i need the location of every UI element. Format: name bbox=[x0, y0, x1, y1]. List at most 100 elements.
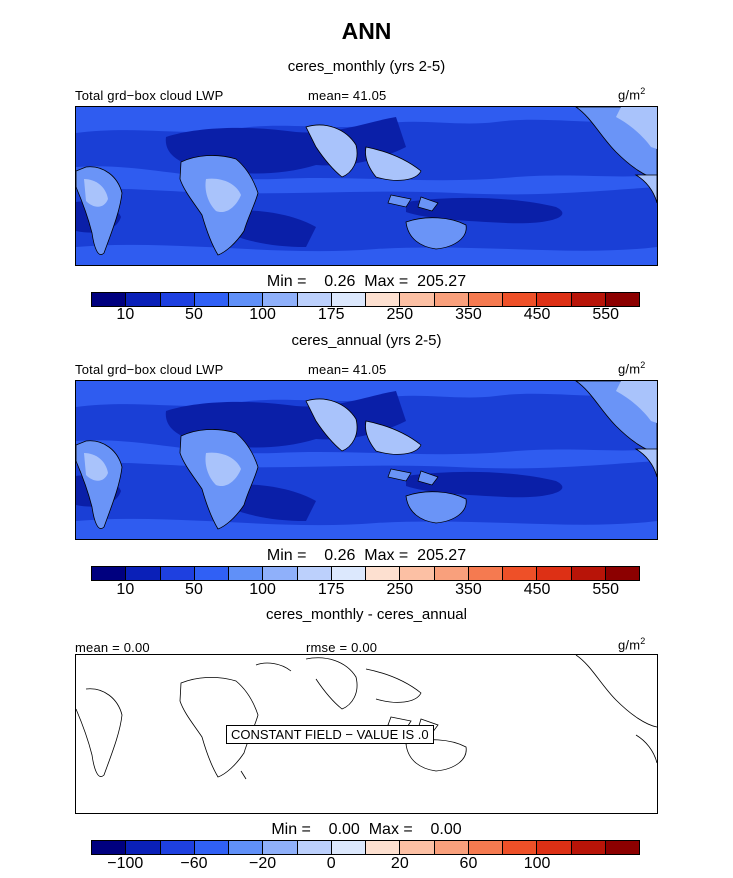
panel2-colorbar-tick-label: 350 bbox=[455, 581, 482, 598]
panel1-colorbar-tick-label: 550 bbox=[592, 306, 620, 323]
panel2-mean-label: mean= 41.05 bbox=[308, 362, 387, 377]
panel3-colorbar-segment bbox=[571, 841, 606, 854]
panel3-colorbar-segment bbox=[229, 841, 264, 854]
panel3-colorbar-segment bbox=[503, 841, 538, 854]
panel1-colorbar-segment bbox=[503, 293, 538, 306]
panel2-colorbar-segment bbox=[400, 567, 435, 580]
panel2-minmax: Min = 0.26 Max = 205.27 bbox=[266, 547, 467, 564]
panel3-colorbar-tick-label: 100 bbox=[523, 855, 551, 872]
panel1-colorbar-segment bbox=[331, 293, 366, 306]
panel1-colorbar-tick-label: 450 bbox=[523, 306, 551, 323]
panel1-units: g/m2 bbox=[618, 86, 646, 103]
panel3-minmax: Min = 0.00 Max = 0.00 bbox=[271, 821, 462, 838]
panel2-colorbar-tick-label: 10 bbox=[116, 581, 135, 598]
panel3-colorbar-segment bbox=[434, 841, 469, 854]
panel1-colorbar-segment bbox=[434, 293, 469, 306]
panel3-colorbar-segment bbox=[160, 841, 195, 854]
panel1-colorbar-segment bbox=[126, 293, 161, 306]
panel1-minmax: Min = 0.26 Max = 205.27 bbox=[266, 273, 467, 290]
panel2-colorbar-tick-label: 100 bbox=[249, 581, 276, 598]
constant-field-note: CONSTANT FIELD − VALUE IS .0 bbox=[226, 725, 434, 744]
panel2-colorbar-segment bbox=[229, 567, 264, 580]
panel2-colorbar-tick-label: 550 bbox=[592, 581, 620, 598]
panel1-colorbar-tick-label: 175 bbox=[317, 306, 345, 323]
panel3-colorbar-segment bbox=[468, 841, 503, 854]
panel1-colorbar-segment bbox=[194, 293, 229, 306]
panel3-colorbar-tick-label: 60 bbox=[459, 855, 478, 872]
panel1-map-graphic bbox=[76, 107, 657, 265]
panel2-map-graphic bbox=[76, 381, 657, 539]
plot-title: ANN bbox=[341, 18, 392, 44]
panel3-colorbar bbox=[91, 840, 640, 855]
panel1-colorbar-segment bbox=[571, 293, 606, 306]
panel1-colorbar-tick-label: 100 bbox=[249, 306, 276, 323]
panel2-colorbar-segment bbox=[537, 567, 572, 580]
panel2-field-label: Total grd−box cloud LWP bbox=[75, 362, 224, 377]
panel2-colorbar-ticks: 10 50 100 175 250 350 450 550 bbox=[91, 581, 640, 599]
panel2-colorbar-tick-label: 175 bbox=[317, 581, 345, 598]
panel2-colorbar-segment bbox=[92, 567, 127, 580]
panel2-colorbar-segment bbox=[366, 567, 401, 580]
panel2-subtitle: ceres_annual (yrs 2-5) bbox=[291, 332, 442, 349]
panel1-colorbar-ticks: 10 50 100 175 250 350 450 550 bbox=[91, 306, 640, 324]
panel1-colorbar-tick-label: 10 bbox=[116, 306, 135, 323]
panel2-colorbar-tick-label: 250 bbox=[386, 581, 414, 598]
panel1-colorbar-tick-label: 50 bbox=[185, 306, 203, 323]
panel1-field-label: Total grd−box cloud LWP bbox=[75, 88, 224, 103]
panel3-colorbar-segment bbox=[331, 841, 366, 854]
panel1-colorbar-segment bbox=[229, 293, 264, 306]
panel2-colorbar-segment bbox=[468, 567, 503, 580]
panel1-colorbar-segment bbox=[297, 293, 332, 306]
panel1-subtitle: ceres_monthly (yrs 2-5) bbox=[287, 58, 446, 75]
panel3-rmse-label: rmse = 0.00 bbox=[306, 640, 378, 655]
panel2-colorbar-segment bbox=[126, 567, 161, 580]
panel2-colorbar-segment bbox=[331, 567, 366, 580]
panel1-colorbar-segment bbox=[263, 293, 298, 306]
panel3-colorbar-segment bbox=[263, 841, 298, 854]
panel1-colorbar-segment bbox=[160, 293, 195, 306]
panel3-map: CONSTANT FIELD − VALUE IS .0 bbox=[75, 654, 658, 814]
panel3-colorbar-tick-label: 0 bbox=[326, 855, 336, 872]
panel3-colorbar-segment bbox=[605, 841, 639, 854]
panel2-colorbar-segment bbox=[503, 567, 538, 580]
panel3-units: g/m2 bbox=[618, 636, 646, 653]
panel2-colorbar-segment bbox=[297, 567, 332, 580]
panel3-map-graphic bbox=[76, 655, 657, 813]
panel3-subtitle: ceres_monthly - ceres_annual bbox=[266, 606, 467, 623]
panel1-colorbar-tick-label: 350 bbox=[455, 306, 482, 323]
panel1-mean-label: mean= 41.05 bbox=[308, 88, 387, 103]
panel2-colorbar-segment bbox=[605, 567, 639, 580]
panel2-units: g/m2 bbox=[618, 360, 646, 377]
panel1-colorbar-segment bbox=[537, 293, 572, 306]
panel2-colorbar-tick-label: 450 bbox=[523, 581, 551, 598]
panel1-colorbar-segment bbox=[366, 293, 401, 306]
panel1-colorbar-segment bbox=[468, 293, 503, 306]
panel3-colorbar-ticks: −100 −60 −20 0 20 60 100 bbox=[91, 855, 640, 873]
panel1-map bbox=[75, 106, 658, 266]
panel3-colorbar-tick-label: 20 bbox=[390, 855, 409, 872]
panel3-colorbar-segment bbox=[92, 841, 127, 854]
panel2-colorbar-segment bbox=[160, 567, 195, 580]
panel2-colorbar bbox=[91, 566, 640, 581]
panel2-colorbar-segment bbox=[434, 567, 469, 580]
panel3-colorbar-tick-label: −60 bbox=[180, 855, 208, 872]
panel1-colorbar bbox=[91, 292, 640, 307]
panel3-colorbar-segment bbox=[537, 841, 572, 854]
panel3-colorbar-segment bbox=[194, 841, 229, 854]
panel1-colorbar-tick-label: 250 bbox=[386, 306, 414, 323]
panel2-colorbar-segment bbox=[571, 567, 606, 580]
panel3-colorbar-segment bbox=[400, 841, 435, 854]
panel2-colorbar-segment bbox=[263, 567, 298, 580]
panel3-colorbar-segment bbox=[126, 841, 161, 854]
panel3-colorbar-segment bbox=[366, 841, 401, 854]
panel3-colorbar-segment bbox=[297, 841, 332, 854]
panel1-colorbar-segment bbox=[92, 293, 127, 306]
panel2-colorbar-segment bbox=[194, 567, 229, 580]
panel3-colorbar-tick-label: −20 bbox=[248, 855, 277, 872]
panel3-colorbar-tick-label: −100 bbox=[107, 855, 144, 872]
panel1-colorbar-segment bbox=[605, 293, 639, 306]
panel1-colorbar-segment bbox=[400, 293, 435, 306]
panel2-map bbox=[75, 380, 658, 540]
panel3-mean-label: mean = 0.00 bbox=[75, 640, 150, 655]
panel2-colorbar-tick-label: 50 bbox=[185, 581, 203, 598]
